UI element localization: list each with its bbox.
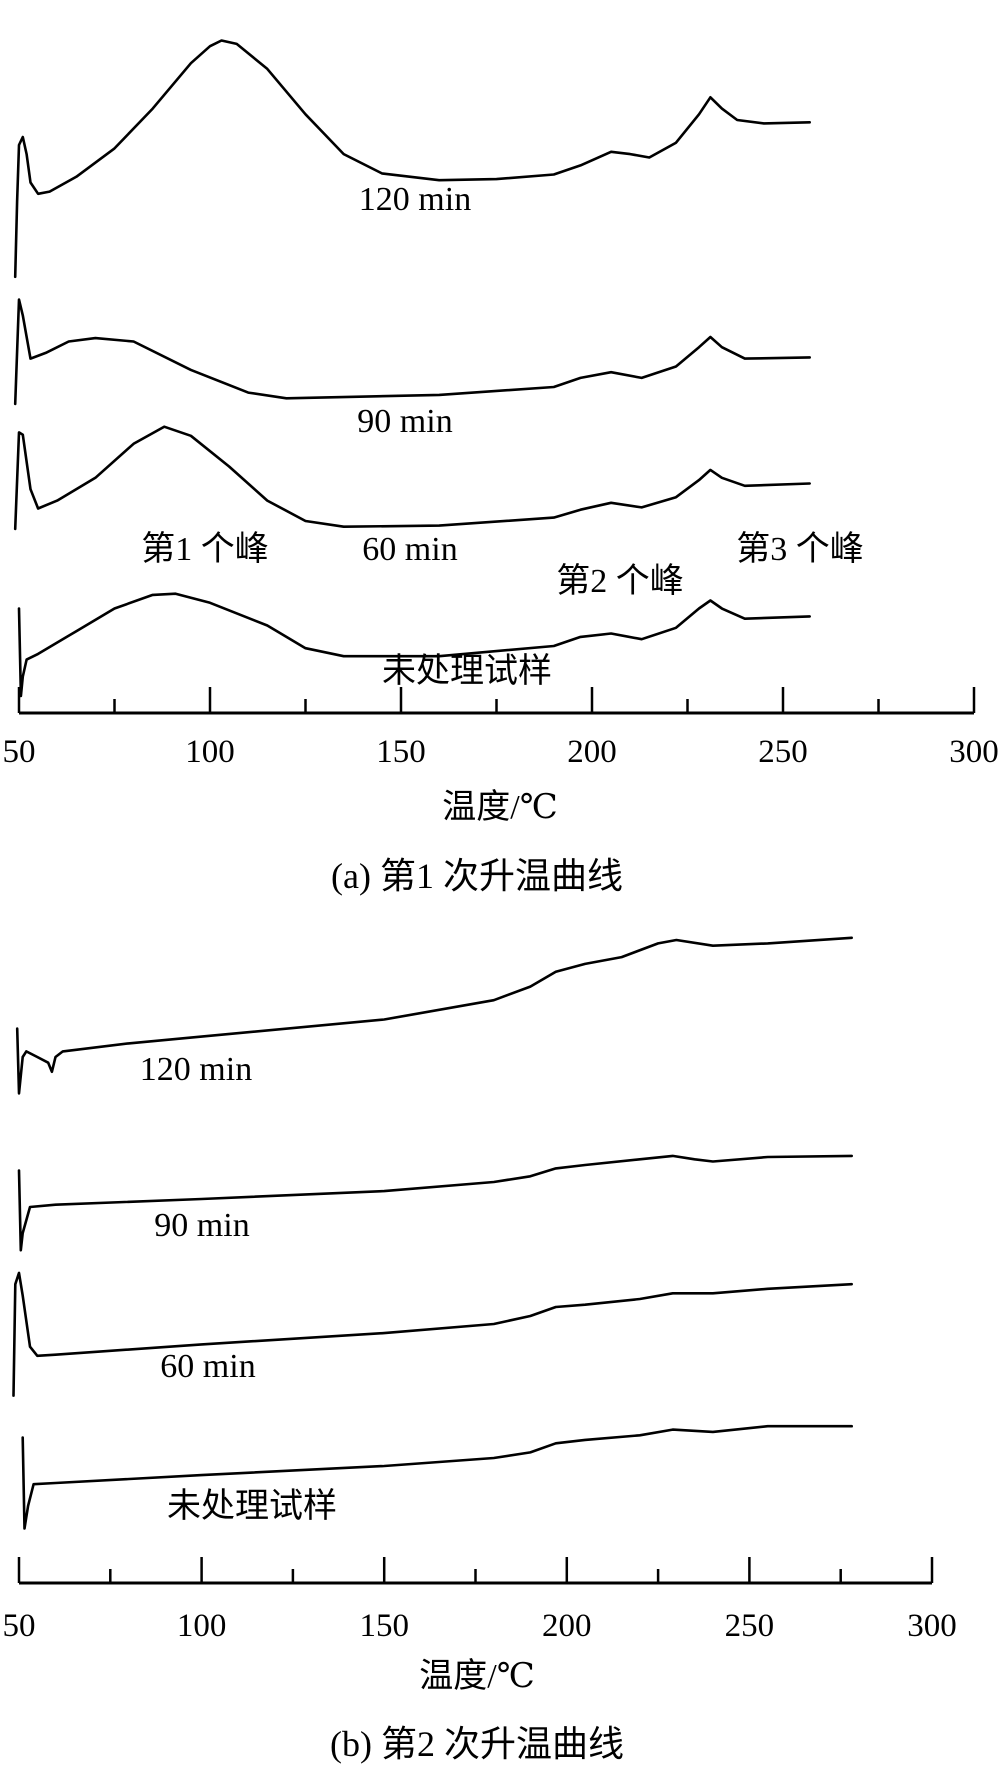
x-tick-label-a: 300 <box>949 734 999 770</box>
curve-a-2 <box>13 425 811 531</box>
x-axis-label-a: 温度/℃ <box>442 788 557 826</box>
curve-a-3 <box>17 592 811 698</box>
x-tick-label-a: 250 <box>758 734 808 770</box>
x-tick-label-b: 200 <box>542 1608 592 1644</box>
curve-b-2 <box>12 1271 853 1397</box>
curve-a-1 <box>13 298 811 406</box>
x-axis-label-b: 温度/℃ <box>419 1657 534 1695</box>
curve-annotation-a: 120 min <box>359 181 471 218</box>
x-tick-label-a: 50 <box>3 734 36 770</box>
curve-annotation-a: 60 min <box>362 531 457 568</box>
curve-annotation-a: 第1 个峰 <box>141 530 269 568</box>
curve-b-0 <box>15 936 853 1095</box>
curve-annotation-a: 第2 个峰 <box>556 562 684 600</box>
x-tick-label-a: 150 <box>376 734 426 770</box>
curve-annotation-a: 第3 个峰 <box>736 530 864 568</box>
curve-annotation-b: 60 min <box>160 1348 255 1385</box>
curve-annotation-a: 90 min <box>357 403 452 440</box>
curve-b-3 <box>21 1424 853 1530</box>
panel-caption-a: (a) 第1 次升温曲线 <box>331 856 623 896</box>
x-tick-label-b: 100 <box>177 1608 227 1644</box>
curve-annotation-b: 120 min <box>140 1051 252 1088</box>
curve-annotation-b: 未处理试样 <box>167 1487 337 1525</box>
curve-b-1 <box>17 1154 853 1252</box>
curve-annotation-b: 90 min <box>154 1207 249 1244</box>
x-tick-label-b: 250 <box>725 1608 775 1644</box>
curve-a-0 <box>13 39 811 279</box>
curve-annotation-a: 未处理试样 <box>382 652 552 690</box>
x-tick-label-b: 150 <box>359 1608 409 1644</box>
x-tick-label-b: 50 <box>3 1608 36 1644</box>
x-tick-label-a: 200 <box>567 734 617 770</box>
x-tick-label-b: 300 <box>907 1608 957 1644</box>
x-tick-label-a: 100 <box>185 734 235 770</box>
panel-caption-b: (b) 第2 次升温曲线 <box>330 1724 624 1764</box>
